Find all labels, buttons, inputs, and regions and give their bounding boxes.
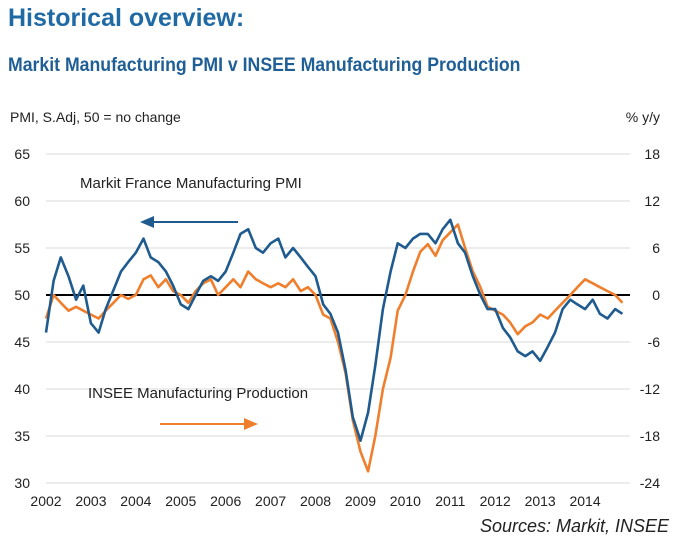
series-lines — [44, 218, 624, 473]
chart-subtitle: Markit Manufacturing PMI v INSEE Manufac… — [8, 55, 521, 76]
left-tick-label: 50 — [14, 287, 30, 303]
right-tick-label: -24 — [640, 475, 660, 491]
right-tick-label: 0 — [652, 287, 660, 303]
page-title: Historical overview: — [8, 4, 245, 32]
arrowhead-right-insee — [244, 418, 258, 430]
arrowhead-left-pmi — [140, 216, 154, 228]
right-tick-label: 6 — [652, 240, 660, 256]
series-line-pmi — [44, 218, 624, 443]
left-tick-label: 65 — [14, 146, 30, 162]
right-tick-label: -12 — [640, 381, 660, 397]
x-axis-ticks: 2002 2003 2004 2005 2006 2007 2008 2009 2010 2011… — [30, 493, 600, 509]
series-line-insee — [44, 223, 624, 473]
x-tick-label: 2009 — [345, 493, 376, 509]
x-tick-label: 2014 — [569, 493, 600, 509]
right-tick-label: -18 — [640, 428, 660, 444]
x-tick-label: 2013 — [525, 493, 556, 509]
x-tick-label: 2003 — [75, 493, 106, 509]
right-tick-label: 12 — [644, 193, 660, 209]
x-tick-label: 2002 — [30, 493, 61, 509]
x-tick-label: 2012 — [480, 493, 511, 509]
left-tick-label: 60 — [14, 193, 30, 209]
left-axis-label: PMI, S.Adj, 50 = no change — [10, 109, 181, 125]
grid-lines — [46, 153, 630, 484]
left-tick-label: 30 — [14, 475, 30, 491]
right-tick-label: -6 — [648, 334, 661, 350]
source-note: Sources: Markit, INSEE — [479, 516, 669, 536]
x-tick-label: 2006 — [210, 493, 241, 509]
right-tick-label: 18 — [644, 146, 660, 162]
annotation-insee: INSEE Manufacturing Production — [88, 385, 308, 402]
x-tick-label: 2007 — [255, 493, 286, 509]
left-tick-label: 45 — [14, 334, 30, 350]
x-tick-label: 2011 — [435, 493, 465, 509]
left-tick-label: 55 — [14, 240, 30, 256]
left-axis-ticks: 30 35 40 45 50 55 60 65 — [14, 146, 30, 491]
left-tick-label: 40 — [14, 381, 30, 397]
x-tick-label: 2008 — [300, 493, 331, 509]
annotation-pmi: Markit France Manufacturing PMI — [80, 175, 302, 192]
right-axis-label: % y/y — [626, 109, 660, 125]
x-tick-label: 2004 — [120, 493, 151, 509]
x-tick-label: 2005 — [165, 493, 196, 509]
right-axis-ticks: -24 -18 -12 -6 0 6 12 18 — [640, 146, 660, 491]
x-tick-label: 2010 — [390, 493, 421, 509]
left-tick-label: 35 — [14, 428, 30, 444]
annotation-arrows — [140, 216, 258, 430]
